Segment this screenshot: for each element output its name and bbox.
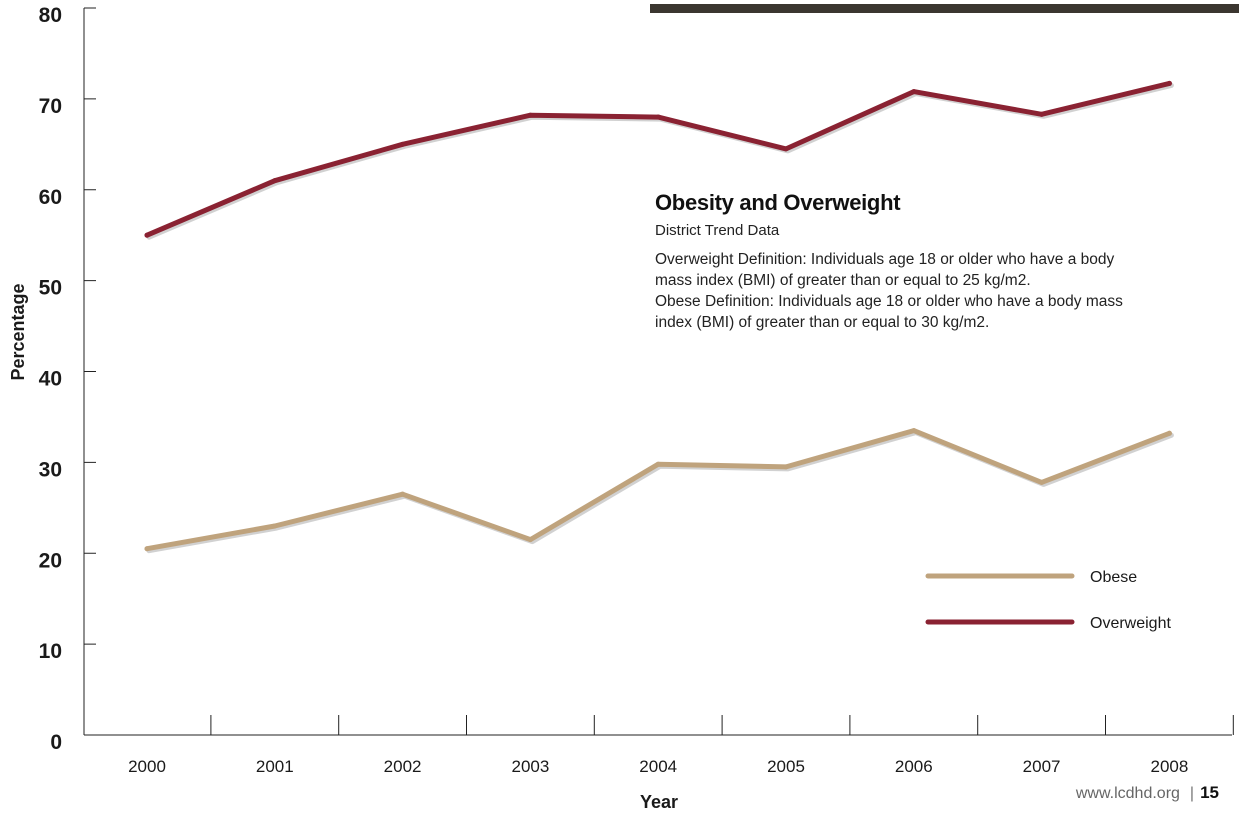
page-number: 15 [1200,783,1219,802]
header-rule [650,4,1239,13]
data-point-overweight [144,232,150,238]
data-point-overweight [1039,111,1045,117]
legend: Obese Overweight [925,569,1171,632]
data-point-obese [400,491,406,497]
y-tick-label: 0 [50,731,62,754]
x-tick-label: 2003 [511,757,549,776]
chart-subtitle: District Trend Data [655,222,780,239]
y-tick-label: 80 [39,4,62,27]
data-point-obese [1039,479,1045,485]
footer-separator: | [1189,785,1195,802]
data-point-overweight [783,146,789,152]
overweight-definition: Overweight Definition: Individuals age 1… [655,251,1115,289]
y-tick-label: 40 [39,368,62,391]
y-tick-label: 10 [39,640,62,663]
x-tick-label: 2002 [384,757,422,776]
y-tick-label: 60 [39,186,62,209]
series-lines [144,80,1174,554]
x-tick-label: 2000 [128,757,166,776]
y-axis-title: Percentage [8,283,28,380]
chart-info-box: Obesity and Overweight District Trend Da… [655,190,1135,333]
x-tick-label: 2001 [256,757,294,776]
x-tick-label: 2007 [1023,757,1061,776]
data-point-overweight [1166,80,1172,86]
data-point-obese [144,546,150,552]
y-tick-label: 70 [39,95,62,118]
data-point-obese [1166,430,1172,436]
footer-url[interactable]: www.lcdhd.org [1075,785,1180,802]
x-tick-label: 2006 [895,757,933,776]
y-tick-label: 20 [39,549,62,572]
data-point-obese [911,428,917,434]
data-point-obese [783,464,789,470]
data-point-overweight [527,112,533,118]
data-point-overweight [272,178,278,184]
data-point-obese [272,523,278,529]
series-line-obese [144,428,1172,552]
data-point-overweight [400,141,406,147]
page-footer: www.lcdhd.org | 15 [1076,783,1219,803]
chart-title: Obesity and Overweight [655,190,901,215]
y-tick-label: 50 [39,277,62,300]
legend-label-obese: Obese [1090,569,1137,586]
x-tick-label: 2004 [639,757,677,776]
y-tick-label: 30 [39,458,62,481]
series-shadow-obese [146,430,1174,554]
data-point-obese [655,461,661,467]
data-point-overweight [911,89,917,95]
data-point-obese [527,537,533,543]
x-tick-label: 2008 [1150,757,1188,776]
obese-definition: Obese Definition: Individuals age 18 or … [655,293,1123,331]
x-axis-title: Year [640,792,678,812]
legend-label-overweight: Overweight [1090,615,1171,632]
definitions: Overweight Definition: Individuals age 1… [655,249,1135,333]
axes: 0 10 20 30 40 50 60 70 80 2000 2001 2002 2003 2004 200… [39,4,1234,776]
x-tick-label: 2005 [767,757,805,776]
data-point-overweight [655,114,661,120]
